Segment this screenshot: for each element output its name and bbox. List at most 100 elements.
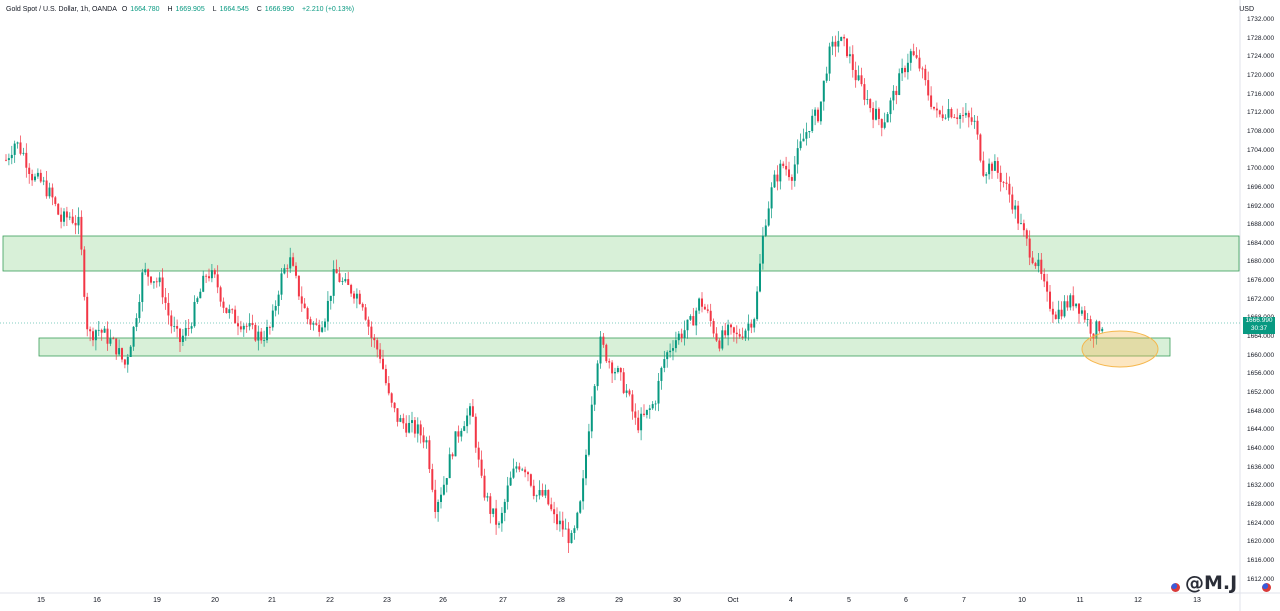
candle-down [292,257,295,266]
candle-up [599,336,602,364]
candle-up [277,294,280,306]
candle-down [518,466,521,470]
candle-up [616,368,619,373]
candle-down [680,333,683,339]
time-axis-label: 26 [439,597,447,604]
support-zone[interactable] [38,337,1171,357]
candle-down [877,108,880,119]
candle-up [248,322,251,327]
highlight-ellipse[interactable] [1081,330,1159,368]
candle-up [674,340,677,349]
candle-down [529,474,532,486]
candle-up [964,112,967,116]
candle-down [147,269,150,277]
candle-down [1025,230,1028,239]
candle-down [628,390,631,395]
candle-up [1020,223,1022,225]
candle-down [930,95,933,107]
candle-up [770,187,773,209]
candle-down [89,329,92,332]
candle-down [358,293,361,304]
candle-up [1095,321,1098,339]
candle-up [138,301,141,319]
candle-up [689,316,692,320]
candle-up [959,115,962,119]
candle-down [976,120,979,135]
candle-up [973,120,976,122]
candle-up [94,330,97,341]
candle-up [944,117,947,119]
candle-up [399,418,402,422]
candle-up [831,41,834,47]
candle-down [834,41,837,47]
candle-up [570,532,573,544]
candle-down [701,298,703,307]
candle-down [608,361,611,363]
candle-up [576,512,579,529]
candle-down [956,117,959,119]
candle-up [266,326,268,341]
price-axis-label: 1728.000 [1247,34,1275,42]
candle-down [541,490,544,496]
price-axis-label: 1664.000 [1247,333,1275,341]
candle-up [263,340,266,342]
candle-down [167,302,170,316]
candle-up [10,154,13,159]
candle-down [353,293,355,299]
candle-down [225,307,228,314]
candle-up [825,73,828,81]
candle-down [295,265,297,276]
price-axis-label: 1732.000 [1247,16,1275,23]
candle-down [390,393,393,403]
candle-up [63,211,65,222]
flag-icon[interactable] [1171,583,1180,592]
candle-up [7,158,10,161]
candle-up [640,413,643,431]
candle-down [895,90,898,95]
candle-down [384,368,387,384]
candle-down [379,349,382,359]
flag-icon[interactable] [1262,583,1271,592]
candle-up [36,172,39,177]
candle-down [970,117,973,122]
candle-up [544,489,547,496]
candle-up [886,114,889,123]
candle-up [184,328,187,336]
candle-down [918,57,921,69]
candle-down [550,504,553,510]
candle-up [448,454,451,479]
candle-up [512,468,515,478]
candle-down [869,99,872,109]
candle-up [698,298,701,311]
candle-down [364,307,367,320]
candle-up [228,309,231,314]
candle-up [1101,328,1104,332]
resistance-zone[interactable] [2,235,1240,272]
candle-down [912,51,915,56]
candle-up [889,100,892,115]
time-axis-label: 11 [1076,597,1084,604]
price-axis-label: 1616.000 [1247,556,1275,564]
time-axis-label: 7 [962,597,966,604]
candle-down [457,431,460,437]
candle-down [602,336,605,345]
candle-up [492,508,495,514]
candle-down [123,359,126,365]
candle-up [498,523,500,525]
candle-up [283,268,286,274]
price-axis-label: 1700.000 [1247,165,1275,173]
candle-down [1060,309,1063,317]
candle-up [1086,319,1089,320]
candle-up [582,478,585,502]
candle-up [77,216,80,226]
candle-up [271,310,274,328]
candle-up [48,187,51,197]
candle-up [819,101,822,122]
candle-up [648,408,651,410]
candle-up [814,109,817,116]
symbol-title: Gold Spot / U.S. Dollar, 1h, OANDA [6,6,117,13]
candle-up [341,281,344,282]
candle-down [730,324,732,328]
price-axis-label: 1680.000 [1247,258,1275,266]
